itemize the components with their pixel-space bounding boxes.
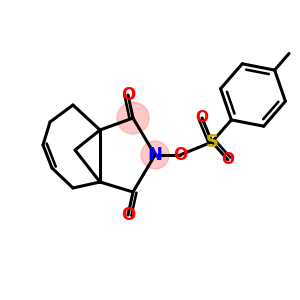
Text: S: S	[206, 133, 218, 151]
Circle shape	[117, 102, 149, 134]
Text: O: O	[121, 206, 135, 224]
Circle shape	[141, 141, 169, 169]
Text: O: O	[221, 152, 235, 167]
Text: O: O	[121, 86, 135, 104]
Text: O: O	[173, 146, 187, 164]
Text: O: O	[196, 110, 208, 125]
Text: N: N	[148, 146, 163, 164]
